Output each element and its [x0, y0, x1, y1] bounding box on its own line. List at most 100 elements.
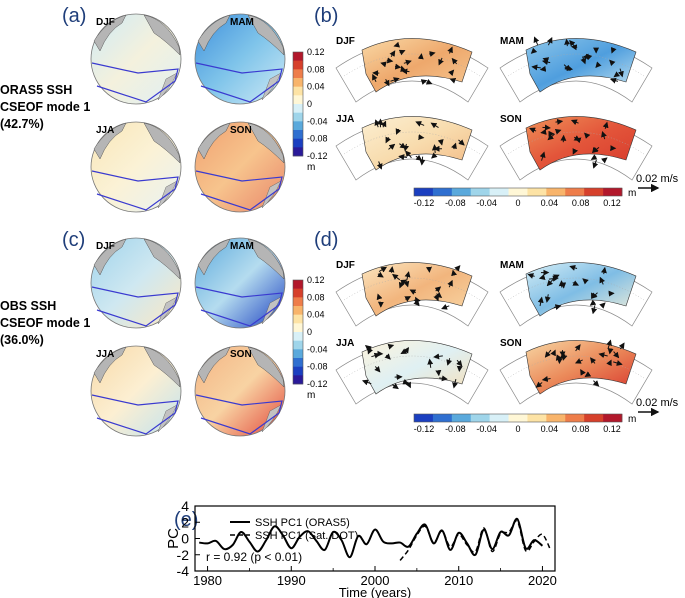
season-label-jja: JJA [336, 338, 354, 349]
colorbar-tick-label: -0.12 [414, 424, 435, 434]
colorbar-tick-label: -0.12 [307, 379, 328, 389]
colorbar-cell [451, 414, 472, 422]
season-label-jja: JJA [96, 125, 114, 136]
legend: SSH PC1 (ORAS5) SSH PC1 (Sat. DOT) [230, 517, 358, 542]
colorbar-cell [293, 147, 303, 157]
colorbar-cell [293, 358, 303, 367]
season-label-djf: DJF [336, 36, 355, 47]
season-label-mam: MAM [500, 36, 524, 47]
colorbar-tick-label: -0.08 [307, 134, 328, 144]
colorbar-cell [508, 188, 528, 196]
colorbar-tick-label: 0 [307, 327, 312, 337]
colorbar-tick-label: 0.12 [307, 275, 325, 285]
colorbar-tick-label: 0.12 [307, 47, 325, 57]
season-label-son: SON [500, 338, 522, 349]
colorbar-cell [293, 306, 303, 315]
colorbar-cell [603, 414, 623, 422]
colorbar-cell [470, 414, 490, 422]
colorbar-tick-label: -0.08 [445, 424, 466, 434]
series-oras5-line [199, 517, 544, 559]
colorbar-unit: m [628, 414, 636, 425]
svg-text:OBS SSH: OBS SSH [0, 299, 56, 313]
season-label-son: SON [230, 125, 252, 136]
colorbar-cell [293, 366, 303, 376]
polar-map-mam: MAM [194, 13, 286, 105]
panel-label-c: (c) [62, 229, 85, 251]
colorbar-tick-label: -0.08 [445, 198, 466, 208]
panel-label-b: (b) [314, 5, 338, 27]
colorbar-cell [489, 414, 509, 422]
colorbar-cell [293, 86, 303, 96]
colorbar-cell [414, 414, 434, 422]
colorbar-cell [546, 188, 566, 196]
correlation-annotation: r = 0.92 (p < 0.01) [206, 550, 302, 564]
y-axis-label: PC [165, 528, 182, 549]
x-tick-label: 1980 [193, 573, 222, 588]
season-label-djf: DJF [96, 241, 115, 252]
colorbar-cell [293, 95, 303, 105]
colorbar-cell [293, 332, 303, 341]
panel-label-a: (a) [62, 5, 86, 27]
fan-map-son: SON [499, 338, 653, 405]
colorbar-cell [293, 69, 303, 79]
fan-map-mam: MAM [499, 260, 653, 327]
x-axis-label: Time (years) [339, 585, 411, 598]
colorbar-tick-label: -0.12 [307, 151, 328, 161]
colorbar-horizontal-b: -0.12 -0.08 -0.04 0 0.04 0.08 0.12 m [413, 187, 636, 208]
colorbar-tick-label: -0.12 [414, 198, 435, 208]
colorbar-cell [293, 138, 303, 148]
series-sat-dot-line [399, 520, 552, 561]
colorbar-tick-label: -0.04 [476, 198, 497, 208]
colorbar-tick-label: 0.08 [307, 292, 325, 302]
svg-text:ORAS5 SSH: ORAS5 SSH [0, 83, 72, 97]
colorbar-tick-label: 0 [515, 424, 520, 434]
x-axis-ticks: 1980 1990 2000 2010 2020 [193, 566, 557, 588]
svg-text:(36.0%): (36.0%) [0, 333, 44, 347]
colorbar-cell [293, 112, 303, 122]
colorbar-unit: m [307, 390, 315, 401]
colorbar-cell [603, 188, 623, 196]
colorbar-cell [293, 121, 303, 131]
polar-map-mam: MAM [194, 237, 286, 329]
colorbar-unit: m [628, 188, 636, 199]
x-tick-label: 1990 [277, 573, 306, 588]
colorbar-tick-label: 0.04 [541, 424, 559, 434]
colorbar-vertical-c: 0.12 0.08 0.04 0 -0.04 -0.08 -0.12m [292, 275, 328, 401]
map-panel-b: DJF MAM JJA SON [335, 36, 653, 181]
polar-map-jja: JJA [90, 121, 182, 213]
svg-text:(42.7%): (42.7%) [0, 117, 44, 131]
colorbar-cell [546, 414, 566, 422]
legend-entry-sat-dot: SSH PC1 (Sat. DOT) [255, 530, 358, 542]
season-label-mam: MAM [230, 241, 254, 252]
colorbar-tick-label: -0.08 [307, 362, 328, 372]
colorbar-cell [584, 188, 604, 196]
y-tick-label: -4 [177, 563, 190, 579]
colorbar-tick-label: 0.08 [572, 424, 590, 434]
colorbar-tick-label: 0.12 [603, 198, 621, 208]
season-label-son: SON [500, 114, 522, 125]
colorbar-cell [293, 340, 303, 350]
y-tick-label: -2 [177, 547, 190, 563]
x-tick-label: 2020 [528, 573, 557, 588]
colorbar-tick-label: -0.04 [307, 116, 328, 126]
colorbar-tick-label: 0.12 [603, 424, 621, 434]
colorbar-cell [293, 323, 303, 333]
fan-map-jja: JJA [335, 114, 489, 181]
y-tick-label: 0 [181, 531, 189, 547]
polar-map-djf: DJF [90, 237, 182, 329]
colorbar-cell [508, 414, 528, 422]
vector-scale-b: 0.02 m/s [636, 173, 679, 193]
y-tick-label: 2 [181, 514, 189, 530]
map-panel-a: DJF MAM JJA SON [90, 13, 286, 213]
side-label-c: OBS SSH CSEOF mode 1 (36.0%) [0, 299, 90, 347]
svg-text:CSEOF mode 1: CSEOF mode 1 [0, 316, 90, 330]
y-tick-label: 4 [181, 498, 189, 514]
colorbar-cell [293, 130, 303, 139]
colorbar-cell [293, 280, 303, 289]
colorbar-cell [527, 188, 547, 196]
colorbar-horizontal-d: -0.12 -0.08 -0.04 0 0.04 0.08 0.12 m [413, 413, 636, 434]
colorbar-tick-label: 0 [515, 198, 520, 208]
colorbar-cell [293, 314, 303, 324]
